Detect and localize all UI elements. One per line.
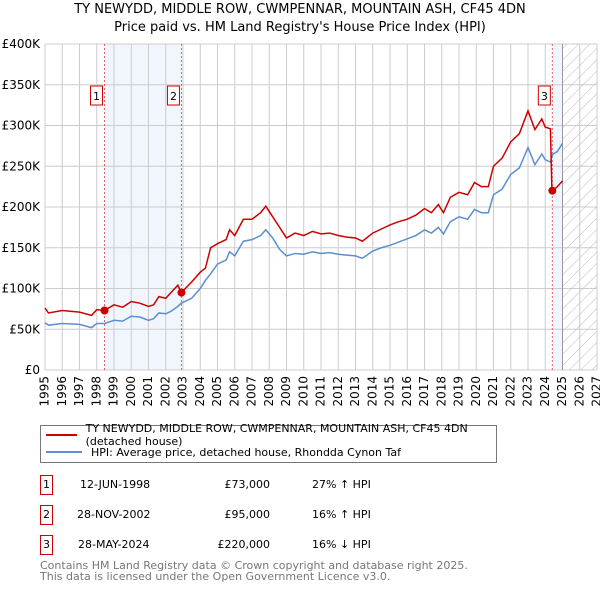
marker-badge: 3 <box>40 535 53 555</box>
footer: Contains HM Land Registry data © Crown c… <box>40 560 468 582</box>
x-tick-label: 2003 <box>176 376 190 407</box>
x-tick-label: 2001 <box>141 376 155 407</box>
transaction-date: 12-JUN-1998 <box>80 478 151 491</box>
legend-label: TY NEWYDD, MIDDLE ROW, CWMPENNAR, MOUNTA… <box>85 422 468 448</box>
y-tick-label: £400K <box>2 37 42 51</box>
x-tick-label: 1998 <box>89 376 103 407</box>
sale-label: 2 <box>170 90 177 103</box>
sale-label: 3 <box>541 90 548 103</box>
x-tick-label: 2000 <box>124 376 138 407</box>
sale-point <box>548 186 557 195</box>
x-tick-label: 2024 <box>538 376 552 407</box>
sale-point <box>100 306 109 315</box>
x-tick-label: 2011 <box>314 376 328 407</box>
x-tick-label: 2017 <box>417 376 431 407</box>
transaction-hpi: 16% ↓ HPI <box>312 538 371 551</box>
x-tick-label: 2010 <box>296 376 310 407</box>
hpi-line <box>44 143 564 329</box>
legend-swatch-blue <box>46 451 82 453</box>
legend-item-hpi: HPI: Average price, detached house, Rhon… <box>46 444 401 460</box>
transaction-price: £95,000 <box>224 508 271 521</box>
x-tick-label: 2007 <box>245 376 259 407</box>
x-tick-label: 2008 <box>262 376 276 407</box>
legend-item-property: TY NEWYDD, MIDDLE ROW, CWMPENNAR, MOUNTA… <box>46 422 496 448</box>
y-tick-label: £50K <box>9 322 41 336</box>
transaction-hpi: 27% ↑ HPI <box>312 478 371 491</box>
legend-label: HPI: Average price, detached house, Rhon… <box>91 445 402 459</box>
x-tick-label: 2013 <box>348 376 362 407</box>
sale-label-box <box>537 85 551 106</box>
x-tick-label: 2022 <box>503 376 517 407</box>
transaction-hpi: 16% ↑ HPI <box>312 508 371 521</box>
x-tick-label: 2012 <box>331 376 345 407</box>
chart-title: TY NEWYDD, MIDDLE ROW, CWMPENNAR, MOUNTA… <box>74 2 526 17</box>
x-tick-label: 1995 <box>38 376 52 407</box>
x-tick-label: 2005 <box>210 376 224 407</box>
transaction-price: £220,000 <box>217 538 271 551</box>
legend: TY NEWYDD, MIDDLE ROW, CWMPENNAR, MOUNTA… <box>40 422 497 463</box>
x-tick-label: 2014 <box>365 376 379 407</box>
y-tick-label: £300K <box>2 119 42 133</box>
x-tick-label: 2023 <box>521 376 535 407</box>
property-price-line <box>44 108 564 317</box>
x-tick-label: 2027 <box>590 376 600 407</box>
x-tick-label: 2018 <box>434 376 448 407</box>
x-tick-label: 2021 <box>486 376 500 407</box>
sale-label-box <box>166 85 180 106</box>
x-tick-label: 2015 <box>383 376 397 407</box>
forecast-hatch <box>562 44 597 370</box>
y-tick-label: £0 <box>25 363 40 377</box>
transaction-date: 28-MAY-2024 <box>78 538 150 551</box>
chart-svg: 1995 1996 1997 1998 1999 2000 2001 2002 2003 2004… <box>2 37 600 407</box>
chart-subtitle: Price paid vs. HM Land Registry's House … <box>114 20 486 35</box>
transaction-row: 2 28-NOV-2002 £95,000 16% ↑ HPI <box>40 505 600 525</box>
x-tick-label: 2004 <box>193 376 207 407</box>
transaction-price: £73,000 <box>224 478 271 491</box>
sale-label: 1 <box>93 90 100 103</box>
legend-swatch-red <box>46 434 77 436</box>
x-tick-label: 1997 <box>72 376 86 407</box>
x-tick-label: 2019 <box>452 376 466 407</box>
transaction-row: 1 12-JUN-1998 £73,000 27% ↑ HPI <box>40 475 600 495</box>
x-tick-label: 2020 <box>469 376 483 407</box>
footer-line: Contains HM Land Registry data © Crown c… <box>40 559 468 572</box>
marker-badge: 1 <box>40 475 53 495</box>
x-tick-label: 2002 <box>158 376 172 407</box>
y-tick-label: £200K <box>2 200 42 214</box>
x-tick-label: 2009 <box>279 376 293 407</box>
transaction-row: 3 28-MAY-2024 £220,000 16% ↓ HPI <box>40 535 600 555</box>
y-tick-label: £100K <box>2 282 42 296</box>
marker-badge: 2 <box>40 505 53 525</box>
x-tick-label: 1999 <box>107 376 121 407</box>
x-tick-label: 1996 <box>55 376 69 407</box>
y-tick-label: £350K <box>2 78 42 92</box>
sale-label-box <box>90 85 104 106</box>
x-tick-label: 2006 <box>227 376 241 407</box>
x-tick-label: 2026 <box>572 376 586 407</box>
sale-point <box>177 288 186 297</box>
y-tick-label: £150K <box>2 241 42 255</box>
x-tick-label: 2025 <box>555 376 569 407</box>
x-tick-label: 2016 <box>400 376 414 407</box>
footer-line: This data is licensed under the Open Gov… <box>40 570 391 583</box>
y-tick-label: £250K <box>2 159 42 173</box>
transaction-date: 28-NOV-2002 <box>77 508 151 521</box>
